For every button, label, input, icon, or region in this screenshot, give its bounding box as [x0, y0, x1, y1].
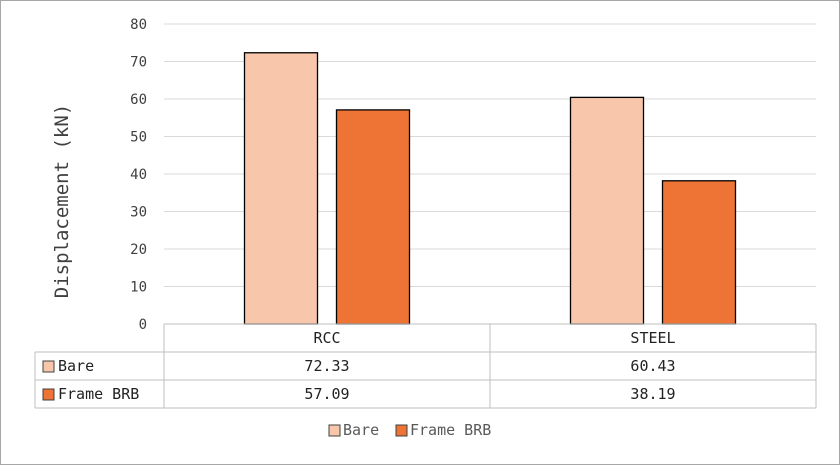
- legend-swatch: [395, 424, 408, 437]
- bar-frame-brb-rcc: [335, 109, 411, 325]
- table-cell-value: 57.09: [304, 385, 349, 403]
- y-tick-label: 80: [130, 17, 147, 33]
- y-tick-label: 40: [130, 167, 147, 183]
- table-legend-key: [42, 388, 55, 401]
- table-cell-value: 60.43: [630, 357, 675, 375]
- y-tick-label: 20: [130, 242, 147, 258]
- y-tick-label: 30: [130, 205, 147, 221]
- data-table: RCC STEEL Bare 72.33 60.43 Frame BRB 57.09 38.1…: [34, 323, 817, 409]
- y-axis-label: Displacement (kN): [51, 104, 73, 298]
- table-cell-value: 72.33: [304, 357, 349, 375]
- y-tick-label: 70: [130, 55, 147, 71]
- y-axis-ticks: 0 10 20 30 40 50 60 70 80: [130, 17, 147, 333]
- bar-frame-brb-steel: [661, 180, 737, 325]
- table-row-label: Frame BRB: [58, 385, 139, 403]
- x-category-label: RCC: [313, 329, 340, 347]
- legend: Bare Frame BRB: [328, 421, 491, 439]
- bars: [243, 52, 737, 325]
- bar-bare-rcc: [243, 52, 319, 325]
- table-row-label: Bare: [58, 357, 94, 375]
- table-cell-value: 38.19: [630, 385, 675, 403]
- x-category-label: STEEL: [630, 329, 675, 347]
- bar-bare-steel: [569, 96, 645, 325]
- y-tick-label: 0: [139, 317, 147, 333]
- y-tick-label: 60: [130, 92, 147, 108]
- y-tick-label: 10: [130, 280, 147, 296]
- legend-swatch: [328, 424, 341, 437]
- table-legend-key: [42, 360, 55, 373]
- legend-label: Frame BRB: [410, 421, 491, 439]
- y-tick-label: 50: [130, 130, 147, 146]
- legend-label: Bare: [343, 421, 379, 439]
